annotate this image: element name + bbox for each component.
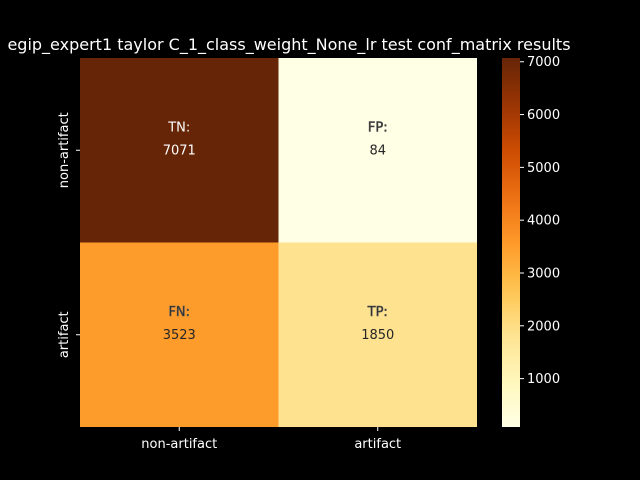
x-tick-label: non-artifact (141, 437, 217, 452)
colorbar-tick-label: 3000 (527, 266, 560, 281)
colorbar-tick-label: 6000 (527, 108, 560, 123)
cell-label: TP: (367, 305, 388, 320)
colorbar-tick-label: 7000 (527, 55, 560, 70)
y-tick-label: artifact (57, 311, 72, 358)
heatmap-cell (80, 58, 279, 243)
colorbar (502, 58, 520, 427)
heatmap-cell (80, 242, 279, 427)
colorbar-tick-label: 5000 (527, 161, 560, 176)
cell-value: 1850 (361, 328, 394, 343)
cell-label: TN: (167, 120, 190, 135)
cell-value: 3523 (163, 328, 196, 343)
cell-value: 84 (369, 143, 386, 158)
colorbar-tick-label: 4000 (527, 214, 560, 229)
cell-label: FN: (168, 305, 190, 320)
y-tick-label: non-artifact (57, 112, 72, 188)
cell-value: 7071 (163, 143, 196, 158)
heatmap-cell (278, 58, 477, 243)
cell-label: FP: (368, 120, 388, 135)
heatmap-cell (278, 242, 477, 427)
x-tick-label: artifact (354, 437, 401, 452)
colorbar-tick-label: 1000 (527, 372, 560, 387)
colorbar-tick-label: 2000 (527, 319, 560, 334)
chart-title: egip_expert1 taylor C_1_class_weight_Non… (7, 35, 570, 55)
